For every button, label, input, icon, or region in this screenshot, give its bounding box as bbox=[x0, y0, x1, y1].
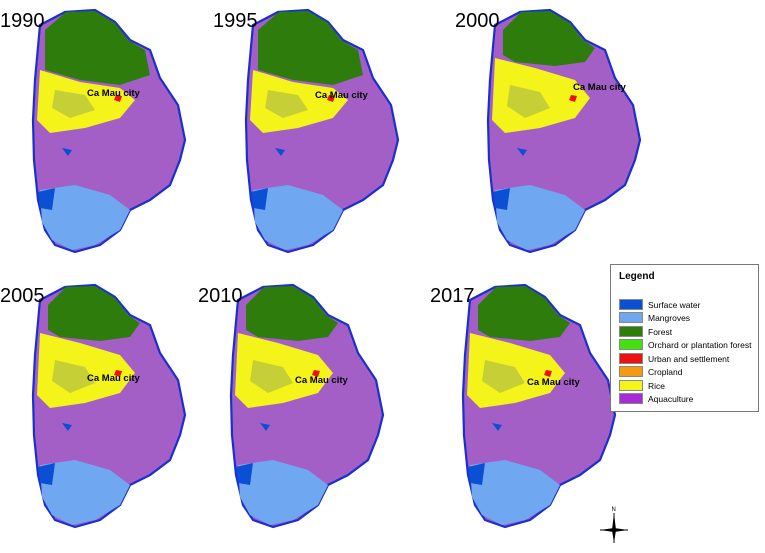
legend-title: Legend bbox=[619, 271, 655, 282]
map-panel-2010: 2010 Ca Mau city bbox=[198, 275, 438, 535]
legend-swatch bbox=[619, 312, 643, 323]
map-ca-mau-2017 bbox=[461, 283, 617, 529]
north-arrow-icon: N bbox=[598, 503, 630, 545]
legend-label: Mangroves bbox=[648, 312, 691, 323]
map-year-label: 1995 bbox=[213, 10, 258, 32]
legend-swatch bbox=[619, 326, 643, 337]
city-label: Ca Mau city bbox=[87, 88, 140, 99]
map-year-label: 1990 bbox=[0, 10, 45, 32]
legend-label: Aquaculture bbox=[648, 393, 694, 404]
north-label: N bbox=[612, 507, 616, 513]
map-panel-2000: 2000 Ca Mau city bbox=[455, 0, 695, 260]
map-ca-mau-1990 bbox=[31, 8, 187, 254]
map-panel-1995: 1995 Ca Mau city bbox=[213, 0, 453, 260]
city-label: Ca Mau city bbox=[87, 373, 140, 384]
map-legend: Legend Surface water Mangroves Forest Or… bbox=[610, 264, 759, 412]
map-year-label: 2017 bbox=[430, 285, 475, 307]
legend-item-urban: Urban and settlement bbox=[619, 353, 729, 364]
legend-label: Orchard or plantation forest bbox=[648, 339, 752, 350]
map-year-label: 2000 bbox=[455, 10, 500, 32]
city-label: Ca Mau city bbox=[573, 82, 626, 93]
legend-item-rice: Rice bbox=[619, 380, 665, 391]
legend-label: Rice bbox=[648, 380, 666, 391]
legend-swatch bbox=[619, 299, 643, 310]
map-ca-mau-2000 bbox=[486, 8, 642, 254]
legend-swatch bbox=[619, 339, 643, 350]
legend-label: Surface water bbox=[648, 299, 701, 310]
legend-swatch bbox=[619, 380, 643, 391]
legend-item-orchard: Orchard or plantation forest bbox=[619, 339, 751, 350]
legend-item-mangroves: Mangroves bbox=[619, 312, 690, 323]
legend-swatch bbox=[619, 366, 643, 377]
city-label: Ca Mau city bbox=[315, 90, 368, 101]
legend-item-cropland: Cropland bbox=[619, 366, 683, 377]
map-ca-mau-1995 bbox=[244, 8, 400, 254]
legend-item-aquaculture: Aquaculture bbox=[619, 393, 693, 404]
city-label: Ca Mau city bbox=[295, 375, 348, 386]
legend-item-surface-water: Surface water bbox=[619, 299, 700, 310]
legend-swatch bbox=[619, 353, 643, 364]
legend-item-forest: Forest bbox=[619, 326, 672, 337]
map-year-label: 2005 bbox=[0, 285, 45, 307]
legend-label: Forest bbox=[648, 326, 673, 337]
city-label: Ca Mau city bbox=[527, 377, 580, 388]
map-panel-1990: 1990 Ca Mau city bbox=[0, 0, 240, 260]
legend-swatch bbox=[619, 393, 643, 404]
map-panel-2017: 2017 Ca Mau city bbox=[430, 275, 670, 535]
map-panel-2005: 2005 Ca Mau city bbox=[0, 275, 240, 535]
map-ca-mau-2005 bbox=[31, 283, 187, 529]
map-year-label: 2010 bbox=[198, 285, 243, 307]
map-ca-mau-2010 bbox=[229, 283, 385, 529]
legend-label: Urban and settlement bbox=[648, 353, 730, 364]
legend-label: Cropland bbox=[648, 366, 683, 377]
